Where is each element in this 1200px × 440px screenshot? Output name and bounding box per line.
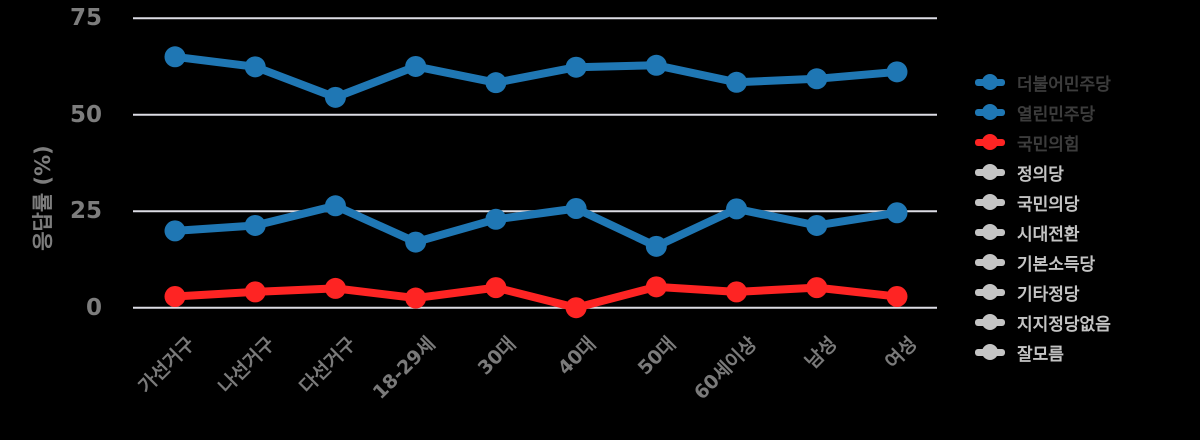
legend-label: 잘모름 <box>1017 344 1064 365</box>
legend-line-dot-icon <box>975 127 1005 157</box>
data-point-0-1 <box>244 56 266 78</box>
data-point-1-8 <box>806 214 828 236</box>
data-point-2-7 <box>726 281 748 303</box>
data-point-2-1 <box>244 281 266 303</box>
data-point-2-0 <box>164 286 186 308</box>
data-point-2-3 <box>405 287 427 309</box>
legend-dot-swatch <box>982 314 998 330</box>
legend-dot-swatch <box>982 164 998 180</box>
legend-dot-swatch <box>982 344 998 360</box>
series-line-2 <box>171 282 901 312</box>
legend-label: 열린민주당 <box>1017 104 1096 125</box>
data-point-1-3 <box>405 231 427 253</box>
legend-line-dot-icon <box>975 337 1005 367</box>
legend-line-dot-icon <box>975 67 1005 97</box>
y-tick-label-50: 50 <box>69 101 102 128</box>
data-point-1-9 <box>886 202 908 224</box>
legend-item-4[interactable]: 국민의당 <box>975 187 1111 217</box>
legend-dot-swatch <box>982 74 998 90</box>
data-point-0-9 <box>886 61 908 83</box>
data-point-2-5 <box>565 297 587 319</box>
legend-label: 시대전환 <box>1017 224 1080 245</box>
legend-label: 국민의힘 <box>1017 134 1080 155</box>
legend-dot-swatch <box>982 224 998 240</box>
data-point-1-4 <box>485 208 507 230</box>
data-point-0-0 <box>164 46 186 68</box>
legend-dot-swatch <box>982 254 998 270</box>
data-point-1-2 <box>324 195 346 217</box>
legend-line-dot-icon <box>975 217 1005 247</box>
series-line-1 <box>171 201 901 251</box>
legend-label: 지지정당없음 <box>1017 314 1111 335</box>
legend-item-1[interactable]: 열린민주당 <box>975 97 1111 127</box>
legend-line-dot-icon <box>975 187 1005 217</box>
data-point-2-4 <box>485 277 507 299</box>
y-tick-label-0: 0 <box>85 294 102 321</box>
legend-item-0[interactable]: 더불어민주당 <box>975 67 1111 97</box>
data-point-0-3 <box>405 55 427 77</box>
legend-line-dot-icon <box>975 157 1005 187</box>
data-point-0-2 <box>324 86 346 108</box>
legend-label: 국민의당 <box>1017 194 1080 215</box>
data-point-1-0 <box>164 220 186 242</box>
legend-label: 기타정당 <box>1017 284 1080 305</box>
data-point-2-9 <box>886 286 908 308</box>
data-point-0-8 <box>806 68 828 90</box>
legend-label: 기본소득당 <box>1017 254 1096 275</box>
data-point-0-7 <box>726 71 748 93</box>
legend-line-dot-icon <box>975 97 1005 127</box>
legend-item-2[interactable]: 국민의힘 <box>975 127 1111 157</box>
data-point-0-5 <box>565 56 587 78</box>
data-point-0-4 <box>485 72 507 94</box>
y-tick-label-25: 25 <box>69 198 102 225</box>
legend-dot-swatch <box>982 104 998 120</box>
data-point-1-5 <box>565 197 587 219</box>
legend-label: 정의당 <box>1017 164 1064 185</box>
series-line-0 <box>171 52 901 102</box>
legend-line-dot-icon <box>975 277 1005 307</box>
legend-label: 더불어민주당 <box>1017 74 1111 95</box>
legend-dot-swatch <box>982 134 998 150</box>
y-tick-label-75: 75 <box>69 5 102 32</box>
legend-item-5[interactable]: 시대전환 <box>975 217 1111 247</box>
data-point-2-2 <box>324 277 346 299</box>
legend-item-3[interactable]: 정의당 <box>975 157 1111 187</box>
legend-item-7[interactable]: 기타정당 <box>975 277 1111 307</box>
data-point-2-6 <box>645 276 667 298</box>
data-point-1-7 <box>726 198 748 220</box>
data-point-1-1 <box>244 214 266 236</box>
legend-dot-swatch <box>982 194 998 210</box>
data-point-2-8 <box>806 277 828 299</box>
legend-item-9[interactable]: 잘모름 <box>975 337 1111 367</box>
legend-item-8[interactable]: 지지정당없음 <box>975 307 1111 337</box>
data-point-1-6 <box>645 235 667 257</box>
legend-line-dot-icon <box>975 307 1005 337</box>
legend-dot-swatch <box>982 284 998 300</box>
legend-item-6[interactable]: 기본소득당 <box>975 247 1111 277</box>
legend-line-dot-icon <box>975 247 1005 277</box>
data-point-0-6 <box>645 54 667 76</box>
